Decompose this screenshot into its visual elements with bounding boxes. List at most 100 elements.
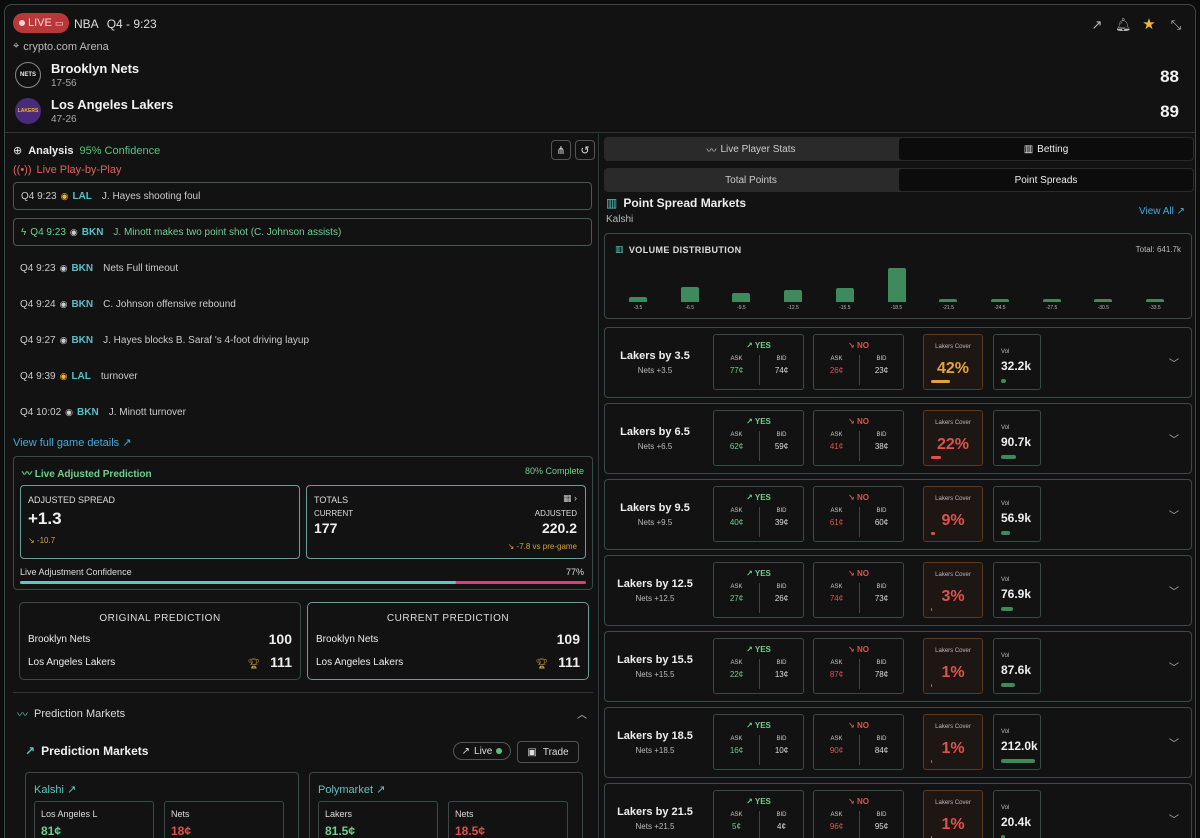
ask-label: ASK — [730, 812, 743, 818]
cover-percent: 1% — [941, 740, 965, 757]
yes-header: ↗ YES — [714, 797, 803, 806]
chevron-down-icon[interactable]: ﹀ — [1169, 739, 1179, 750]
no-ask: 90¢ — [829, 746, 844, 755]
play-time: Q4 9:27 — [20, 334, 56, 346]
chevron-down-icon[interactable]: ﹀ — [1169, 511, 1179, 522]
no-box[interactable]: ↘ NO ASK BID 26¢ 23¢ — [813, 334, 904, 390]
nets-logo-icon: ◉ — [69, 226, 78, 237]
no-bid: 60¢ — [874, 518, 889, 527]
tab-betting[interactable]: ▥ Betting — [899, 138, 1193, 160]
chevron-down-icon[interactable]: ﹀ — [1169, 435, 1179, 446]
trophy-icon: 🏆︎ — [535, 659, 549, 670]
history-icon: ↺ — [580, 144, 590, 157]
tab-point-spreads[interactable]: Point Spreads — [899, 169, 1193, 191]
play-team: BKN — [71, 334, 94, 346]
history-button[interactable]: ↺ — [575, 140, 595, 160]
bell-icon[interactable]: 🔔︎ — [1115, 17, 1132, 32]
no-box[interactable]: ↘ NO ASK BID 74¢ 73¢ — [813, 562, 904, 618]
trend-up-icon: ↗ — [461, 745, 471, 757]
totals-card[interactable]: TOTALS ▦ › CURRENT 177 ADJUSTED 220.2 ↘ … — [306, 485, 586, 559]
spread-market-row[interactable]: Lakers by 15.5 Nets +15.5 ↗ YES ASK BID 22¢ 13… — [604, 631, 1192, 702]
team-name: Los Angeles Lakers — [51, 97, 174, 112]
no-box[interactable]: ↘ NO ASK BID 41¢ 38¢ — [813, 410, 904, 466]
view-all-link[interactable]: View All ↗ — [1139, 206, 1185, 217]
market-name[interactable]: Polymarket ↗ — [318, 783, 385, 796]
no-bid: 84¢ — [874, 746, 889, 755]
vol-label: Vol — [1001, 501, 1010, 507]
spread-market-row[interactable]: Lakers by 9.5 Nets +9.5 ↗ YES ASK BID 40¢ 39¢ ↘… — [604, 479, 1192, 550]
yes-box[interactable]: ↗ YES ASK BID 27¢ 26¢ — [713, 562, 804, 618]
no-ask: 74¢ — [829, 594, 844, 603]
yes-box[interactable]: ↗ YES ASK BID 77¢ 74¢ — [713, 334, 804, 390]
vol-label: Vol — [1001, 653, 1010, 659]
spread-market-row[interactable]: Lakers by 12.5 Nets +12.5 ↗ YES ASK BID 27¢ 26… — [604, 555, 1192, 626]
trend-up-icon: ↗ — [746, 493, 753, 502]
spread-market-row[interactable]: Lakers by 21.5 Nets +21.5 ↗ YES ASK BID 5¢ 4¢ ↘… — [604, 783, 1192, 838]
no-ask: 41¢ — [829, 442, 844, 451]
cover-percent: 22% — [936, 436, 970, 453]
analysis-title: Analysis — [28, 144, 74, 157]
market-option[interactable]: Nets 18.5¢ — [448, 801, 568, 838]
no-box[interactable]: ↘ NO ASK BID 87¢ 78¢ — [813, 638, 904, 694]
bid-label: BID — [776, 432, 787, 438]
no-box[interactable]: ↘ NO ASK BID 61¢ 60¢ — [813, 486, 904, 542]
share-icon: ⋔ — [556, 144, 566, 157]
vol-label: Vol — [1001, 729, 1010, 735]
spread-market-row[interactable]: Lakers by 18.5 Nets +18.5 ↗ YES ASK BID 16¢ 10… — [604, 707, 1192, 778]
external-link-icon[interactable]: ↗ — [1091, 17, 1103, 32]
volume-box: Vol 87.6k — [993, 638, 1041, 694]
chevron-down-icon[interactable]: ﹀ — [1169, 587, 1179, 598]
team-lakers: LAKERS Los Angeles Lakers 47-26 — [15, 97, 173, 125]
vol-value: 90.7k — [1001, 435, 1032, 449]
bid-label: BID — [776, 736, 787, 742]
tab-live-player-stats[interactable]: 〰 Live Player Stats — [604, 137, 898, 161]
bid-label: BID — [876, 432, 887, 438]
team-nets: NETS Brooklyn Nets 17-56 — [15, 61, 139, 89]
yes-box[interactable]: ↗ YES ASK BID 40¢ 39¢ — [713, 486, 804, 542]
market-option[interactable]: Los Angeles L 81¢ — [34, 801, 154, 838]
no-box[interactable]: ↘ NO ASK BID 90¢ 84¢ — [813, 714, 904, 770]
chevron-up-icon[interactable]: ︿ — [577, 710, 587, 721]
market-name[interactable]: Kalshi ↗ — [34, 783, 76, 796]
cover-label: Lakers Cover — [935, 420, 971, 426]
yes-box[interactable]: ↗ YES ASK BID 22¢ 13¢ — [713, 638, 804, 694]
yes-box[interactable]: ↗ YES ASK BID 62¢ 59¢ — [713, 410, 804, 466]
divider — [859, 431, 860, 461]
analysis-panel: ⊕ Analysis 95% Confidence ⋔ ↺ ((•)) Live Pl… — [5, 134, 599, 838]
volume-tick-label: -3.5 — [633, 305, 643, 311]
bid-label: BID — [876, 812, 887, 818]
no-box[interactable]: ↘ NO ASK BID 96¢ 95¢ — [813, 790, 904, 838]
no-label: NO — [856, 341, 869, 350]
share-button[interactable]: ⋔ — [551, 140, 571, 160]
tab-label: Total Points — [725, 174, 777, 186]
chevron-down-icon[interactable]: ﹀ — [1169, 663, 1179, 674]
collapse-icon[interactable]: ⤡ — [1170, 17, 1182, 32]
spread-market-row[interactable]: Lakers by 3.5 Nets +3.5 ↗ YES ASK BID 77¢ 74¢ ↘… — [604, 327, 1192, 398]
tab-total-points[interactable]: Total Points — [604, 168, 898, 192]
volume-box: Vol 90.7k — [993, 410, 1041, 466]
play-item: ϟ Q4 9:23 ◉ BKN J. Minott makes two point sh… — [13, 218, 592, 246]
yes-box[interactable]: ↗ YES ASK BID 16¢ 10¢ — [713, 714, 804, 770]
venue-name: crypto.com Arena — [23, 40, 109, 53]
market-option[interactable]: Lakers 81.5¢ — [318, 801, 438, 838]
volume-box: Vol 32.2k — [993, 334, 1041, 390]
no-header: ↘ NO — [814, 341, 903, 350]
spread-market-row[interactable]: Lakers by 6.5 Nets +6.5 ↗ YES ASK BID 62¢ 59¢ ↘… — [604, 403, 1192, 474]
trade-button[interactable]: ▣ Trade — [517, 741, 579, 763]
cover-box: Lakers Cover 1% — [923, 714, 983, 770]
trend-down-icon: ↘ — [848, 645, 855, 654]
no-header: ↘ NO — [814, 569, 903, 578]
divider — [859, 583, 860, 613]
volume-bar — [835, 287, 854, 302]
yes-box[interactable]: ↗ YES ASK BID 5¢ 4¢ — [713, 790, 804, 838]
yes-ask: 22¢ — [729, 670, 744, 679]
divider — [759, 583, 760, 613]
star-icon[interactable]: ★ — [1142, 16, 1156, 33]
chevron-down-icon[interactable]: ﹀ — [1169, 815, 1179, 826]
chevron-down-icon[interactable]: ﹀ — [1169, 359, 1179, 370]
yes-ask: 5¢ — [732, 822, 741, 831]
current-lakers-row: Los Angeles Lakers 🏆︎ 111 — [316, 654, 580, 670]
view-full-game-link[interactable]: View full game details ↗ — [13, 436, 131, 449]
prediction-markets-toggle[interactable]: 〰 Prediction Markets — [17, 706, 125, 722]
market-option[interactable]: Nets 18¢ — [164, 801, 284, 838]
